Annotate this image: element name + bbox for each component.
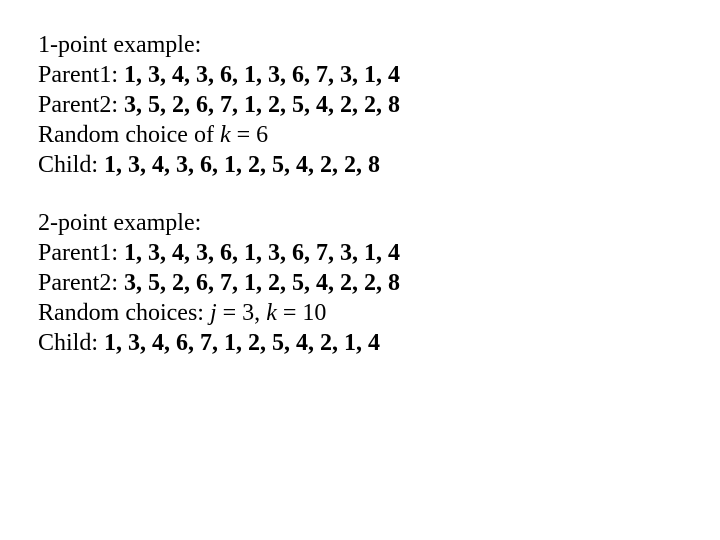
ex2-random-mid: = 3, [217,300,267,326]
ex1-parent2-label: Parent2: [38,92,124,118]
ex2-parent2-values: 3, 5, 2, 6, 7, 1, 2, 5, 4, 2, 2, 8 [124,270,400,296]
ex2-parent1-label: Parent1: [38,240,124,266]
ex2-title: 2-point example: [38,208,682,238]
ex1-parent2-values: 3, 5, 2, 6, 7, 1, 2, 5, 4, 2, 2, 8 [124,92,400,118]
ex1-parent1-values: 1, 3, 4, 3, 6, 1, 3, 6, 7, 3, 1, 4 [124,62,400,88]
ex2-random-var2: k [266,300,277,326]
ex1-parent1-label: Parent1: [38,62,124,88]
ex2-child-label: Child: [38,330,104,356]
ex2-parent2: Parent2: 3, 5, 2, 6, 7, 1, 2, 5, 4, 2, 2… [38,268,682,298]
ex1-child-label: Child: [38,152,104,178]
ex2-child: Child: 1, 3, 4, 6, 7, 1, 2, 5, 4, 2, 1, … [38,328,682,358]
ex1-parent2: Parent2: 3, 5, 2, 6, 7, 1, 2, 5, 4, 2, 2… [38,90,682,120]
ex2-parent1: Parent1: 1, 3, 4, 3, 6, 1, 3, 6, 7, 3, 1… [38,238,682,268]
ex2-parent1-values: 1, 3, 4, 3, 6, 1, 3, 6, 7, 3, 1, 4 [124,240,400,266]
ex1-title: 1-point example: [38,30,682,60]
ex2-random-suffix: = 10 [277,300,327,326]
ex2-random: Random choices: j = 3, k = 10 [38,298,682,328]
ex1-random-var: k [220,122,231,148]
ex1-child: Child: 1, 3, 4, 3, 6, 1, 2, 5, 4, 2, 2, … [38,150,682,180]
ex1-child-values: 1, 3, 4, 3, 6, 1, 2, 5, 4, 2, 2, 8 [104,152,380,178]
spacer [38,180,682,208]
ex1-random-prefix: Random choice of [38,122,220,148]
ex2-parent2-label: Parent2: [38,270,124,296]
ex2-random-var1: j [210,300,217,326]
ex1-random: Random choice of k = 6 [38,120,682,150]
slide-content: 1-point example: Parent1: 1, 3, 4, 3, 6,… [0,0,720,388]
ex1-random-suffix: = 6 [231,122,269,148]
ex1-parent1: Parent1: 1, 3, 4, 3, 6, 1, 3, 6, 7, 3, 1… [38,60,682,90]
ex2-random-prefix: Random choices: [38,300,210,326]
ex2-child-values: 1, 3, 4, 6, 7, 1, 2, 5, 4, 2, 1, 4 [104,330,380,356]
